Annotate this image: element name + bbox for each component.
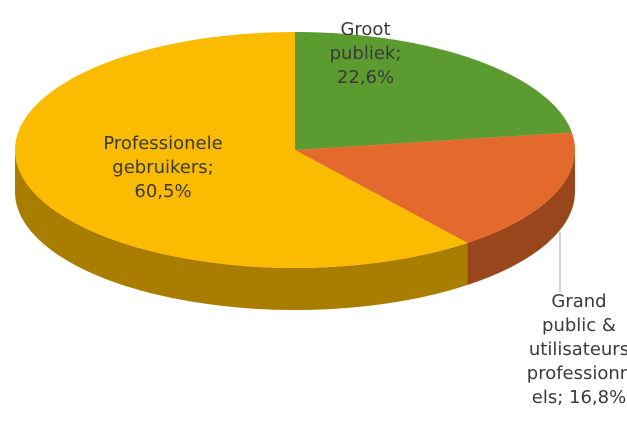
data-label: Groot publiek; 22,6% bbox=[329, 19, 402, 88]
data-label: Professionele gebruikers; 60,5% bbox=[103, 133, 223, 202]
pie-slice bbox=[14, 32, 468, 269]
pie-slice bbox=[295, 132, 575, 243]
pie-slice bbox=[295, 32, 572, 150]
pie-side bbox=[15, 150, 468, 310]
side-shade bbox=[15, 150, 468, 310]
data-label: Grand public & utilisateurs professionne… bbox=[526, 291, 627, 408]
side-shade bbox=[467, 150, 575, 285]
pie-side bbox=[467, 150, 575, 285]
